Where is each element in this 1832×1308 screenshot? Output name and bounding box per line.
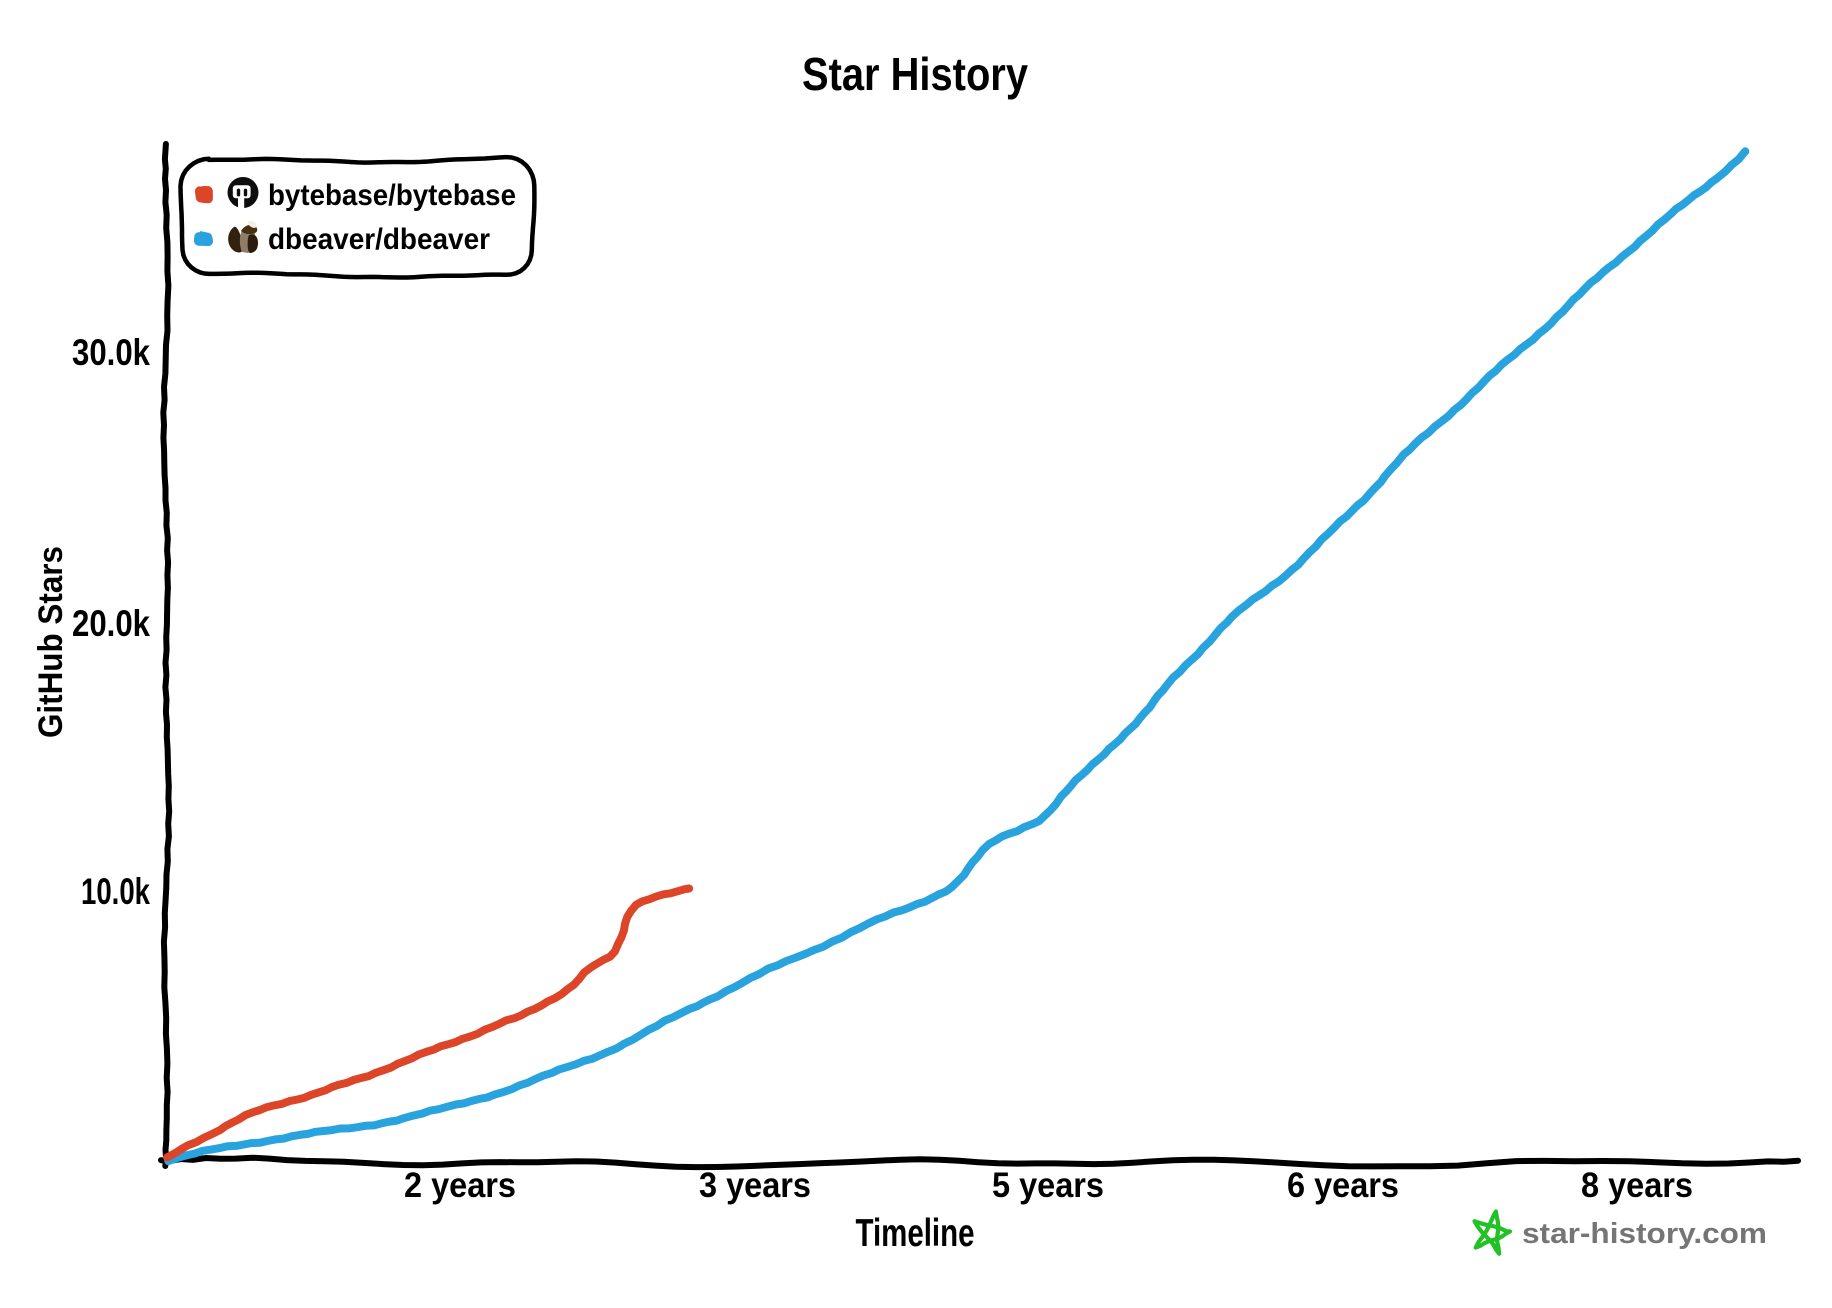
- svg-text:dbeaver/dbeaver: dbeaver/dbeaver: [268, 223, 490, 256]
- svg-text:6 years: 6 years: [1287, 1166, 1399, 1205]
- svg-text:8 years: 8 years: [1581, 1166, 1693, 1205]
- svg-text:star-history.com: star-history.com: [1522, 1218, 1767, 1250]
- svg-text:2 years: 2 years: [404, 1166, 516, 1205]
- svg-text:20.0k: 20.0k: [72, 603, 150, 644]
- svg-text:Timeline: Timeline: [856, 1212, 975, 1255]
- svg-text:10.0k: 10.0k: [81, 871, 150, 912]
- svg-text:Star History: Star History: [802, 48, 1028, 100]
- svg-text:bytebase/bytebase: bytebase/bytebase: [268, 179, 516, 212]
- svg-text:30.0k: 30.0k: [72, 332, 150, 373]
- svg-text:3 years: 3 years: [699, 1166, 811, 1205]
- svg-text:5 years: 5 years: [992, 1166, 1104, 1205]
- svg-text:GitHub Stars: GitHub Stars: [32, 546, 70, 738]
